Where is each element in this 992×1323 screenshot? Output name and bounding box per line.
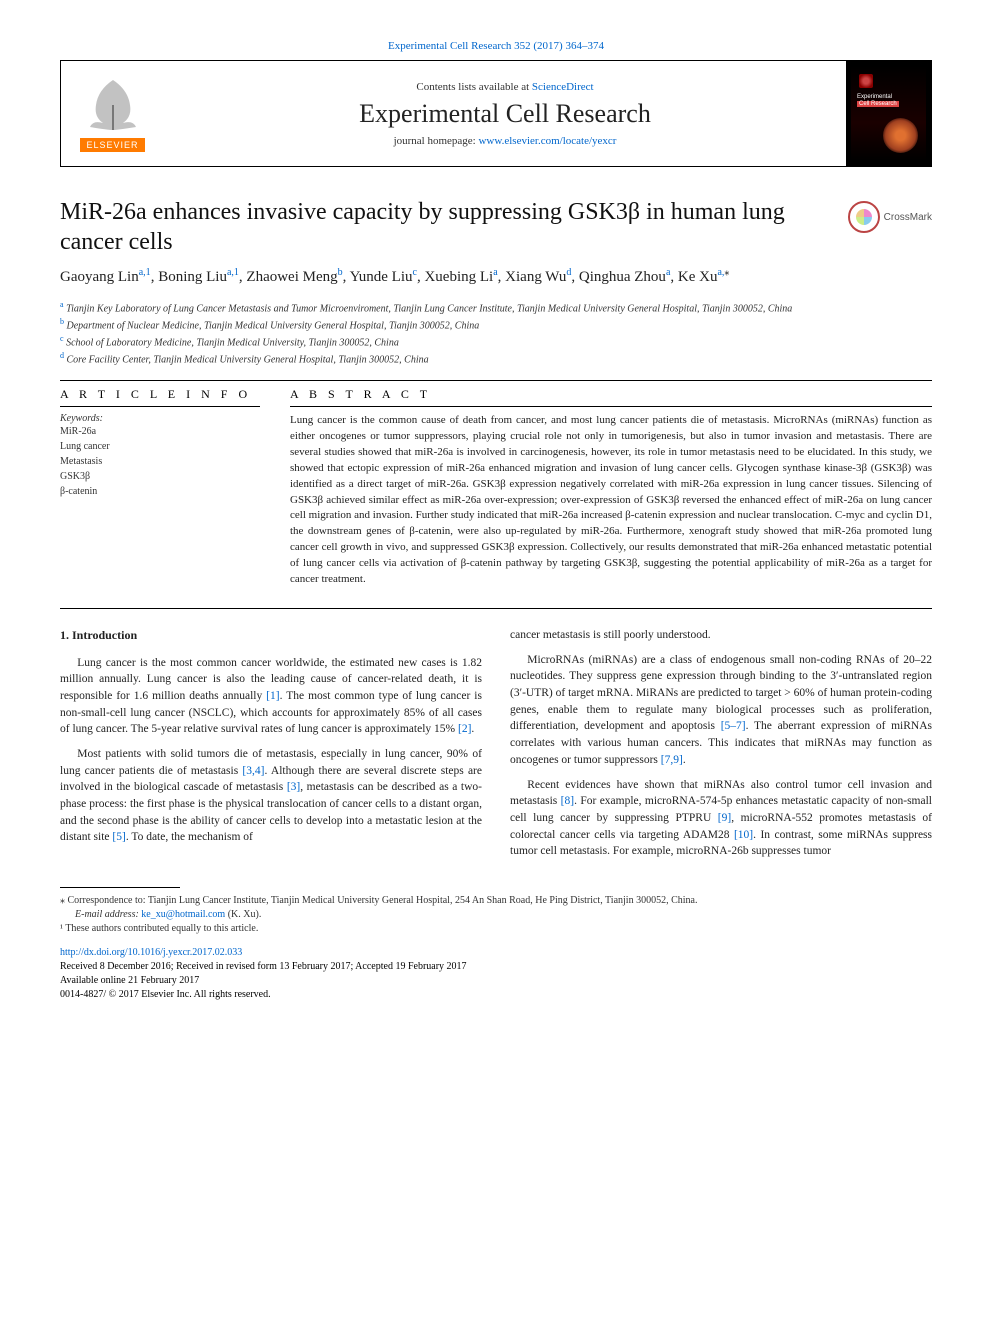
keyword-item: GSK3β xyxy=(60,469,260,484)
page-container: Experimental Cell Research 352 (2017) 36… xyxy=(0,0,992,1042)
ref-link[interactable]: [1] xyxy=(266,690,279,702)
body-p2: Most patients with solid tumors die of m… xyxy=(60,746,482,846)
cover-line2: Cell Research xyxy=(857,101,899,107)
issn-line: 0014-4827/ © 2017 Elsevier Inc. All righ… xyxy=(60,988,932,1002)
ref-link[interactable]: [8] xyxy=(561,795,574,807)
ref-link[interactable]: [10] xyxy=(734,829,753,841)
info-mini-rule xyxy=(60,406,260,407)
homepage-link[interactable]: www.elsevier.com/locate/yexcr xyxy=(478,135,616,147)
elsevier-tree-icon xyxy=(78,75,148,135)
keyword-item: β-catenin xyxy=(60,484,260,499)
doi-block: http://dx.doi.org/10.1016/j.yexcr.2017.0… xyxy=(60,946,932,1002)
body-p5: Recent evidences have shown that miRNAs … xyxy=(510,777,932,860)
ref-link[interactable]: [2] xyxy=(458,723,471,735)
available-line: Available online 21 February 2017 xyxy=(60,974,932,988)
ref-link[interactable]: [5] xyxy=(112,831,125,843)
rule-before-info xyxy=(60,380,932,381)
homepage-line: journal homepage: www.elsevier.com/locat… xyxy=(394,135,617,147)
email-label: E-mail address: xyxy=(75,909,141,920)
affiliation-d: d Core Facility Center, Tianjin Medical … xyxy=(60,350,932,367)
title-row: MiR-26a enhances invasive capacity by su… xyxy=(60,197,932,257)
rule-after-abstract xyxy=(60,608,932,609)
info-abstract-row: A R T I C L E I N F O Keywords: MiR-26a … xyxy=(60,387,932,588)
received-line: Received 8 December 2016; Received in re… xyxy=(60,960,932,974)
journal-header: ELSEVIER Contents lists available at Sci… xyxy=(60,60,932,167)
correspondence-note: ⁎ Correspondence to: Tianjin Lung Cancer… xyxy=(60,894,932,908)
article-info-heading: A R T I C L E I N F O xyxy=(60,387,260,402)
homepage-prefix: journal homepage: xyxy=(394,135,479,147)
email-tail: (K. Xu). xyxy=(225,909,261,920)
top-citation-link[interactable]: Experimental Cell Research 352 (2017) 36… xyxy=(388,40,604,52)
doi-link[interactable]: http://dx.doi.org/10.1016/j.yexcr.2017.0… xyxy=(60,947,242,958)
footnotes: ⁎ Correspondence to: Tianjin Lung Cancer… xyxy=(60,894,932,936)
cover-thumb-title: Experimental Cell Research xyxy=(857,94,899,107)
keyword-item: MiR-26a xyxy=(60,424,260,439)
author-list: Gaoyang Lina,1, Boning Liua,1, Zhaowei M… xyxy=(60,265,932,289)
body-p3: cancer metastasis is still poorly unders… xyxy=(510,627,932,644)
affiliation-b: b Department of Nuclear Medicine, Tianji… xyxy=(60,316,932,333)
affiliation-c: c School of Laboratory Medicine, Tianjin… xyxy=(60,333,932,350)
cover-blob-icon xyxy=(883,118,918,153)
keywords-list: MiR-26a Lung cancer Metastasis GSK3β β-c… xyxy=(60,424,260,499)
top-citation: Experimental Cell Research 352 (2017) 36… xyxy=(60,40,932,52)
header-middle: Contents lists available at ScienceDirec… xyxy=(164,61,846,166)
crossmark-label: CrossMark xyxy=(884,212,932,223)
abstract-text: Lung cancer is the common cause of death… xyxy=(290,413,932,588)
cover-line1: Experimental xyxy=(857,94,892,100)
crossmark-inner-icon xyxy=(856,209,872,225)
contents-line: Contents lists available at ScienceDirec… xyxy=(416,81,593,93)
keyword-item: Metastasis xyxy=(60,454,260,469)
footnote-rule xyxy=(60,887,180,888)
journal-name: Experimental Cell Research xyxy=(359,99,651,129)
abstract-col: A B S T R A C T Lung cancer is the commo… xyxy=(290,387,932,588)
intro-heading: 1. Introduction xyxy=(60,627,482,644)
crossmark-circle-icon xyxy=(848,201,880,233)
email-note: E-mail address: ke_xu@hotmail.com (K. Xu… xyxy=(60,908,932,922)
keywords-label: Keywords: xyxy=(60,413,260,424)
contents-prefix: Contents lists available at xyxy=(416,81,531,93)
ref-link[interactable]: [9] xyxy=(718,812,731,824)
article-title: MiR-26a enhances invasive capacity by su… xyxy=(60,197,833,257)
body-p4: MicroRNAs (miRNAs) are a class of endoge… xyxy=(510,652,932,769)
ref-link[interactable]: [5–7] xyxy=(721,720,746,732)
body-text: 1. Introduction Lung cancer is the most … xyxy=(60,627,932,861)
sciencedirect-link[interactable]: ScienceDirect xyxy=(532,81,594,93)
article-info-col: A R T I C L E I N F O Keywords: MiR-26a … xyxy=(60,387,260,588)
body-p1: Lung cancer is the most common cancer wo… xyxy=(60,655,482,738)
elsevier-cell: ELSEVIER xyxy=(61,61,164,166)
email-link[interactable]: ke_xu@hotmail.com xyxy=(141,909,225,920)
abstract-heading: A B S T R A C T xyxy=(290,387,932,402)
abstract-mini-rule xyxy=(290,406,932,407)
affiliation-a: a Tianjin Key Laboratory of Lung Cancer … xyxy=(60,299,932,316)
ref-link[interactable]: [3,4] xyxy=(242,765,264,777)
ref-link[interactable]: [3] xyxy=(287,781,300,793)
elsevier-label: ELSEVIER xyxy=(80,138,144,152)
equal-contrib-note: ¹ These authors contributed equally to t… xyxy=(60,922,932,936)
keyword-item: Lung cancer xyxy=(60,439,260,454)
cover-thumbnail: Experimental Cell Research xyxy=(851,66,926,161)
affiliations: a Tianjin Key Laboratory of Lung Cancer … xyxy=(60,299,932,368)
crossmark-badge[interactable]: CrossMark xyxy=(848,201,932,233)
cover-cell: Experimental Cell Research xyxy=(846,61,931,166)
ref-link[interactable]: [7,9] xyxy=(661,754,683,766)
